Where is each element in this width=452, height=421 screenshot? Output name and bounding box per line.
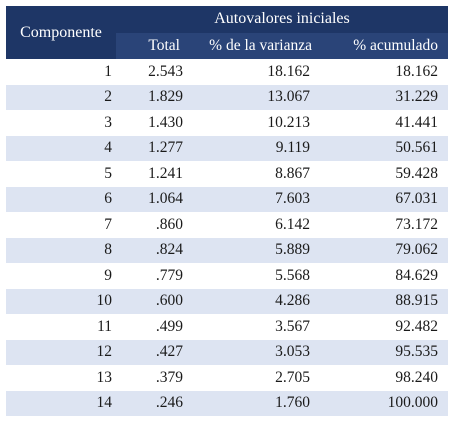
table-row: 3 1.430 10.213 41.441 [6,110,448,136]
cell-component: 3 [104,113,112,131]
cell-variance: 3.567 [275,317,310,335]
cell-total: 1.241 [148,164,183,182]
cell-cumulative: 95.535 [320,339,448,365]
cell-component: 9 [104,266,112,284]
cell-variance: 18.162 [267,62,310,80]
cell-cumulative: 41.441 [395,113,438,131]
cell-variance: 5.889 [190,237,320,263]
cell-cumulative: 98.240 [395,368,438,386]
cell-total: .427 [116,339,190,365]
cell-variance: 5.568 [275,266,310,284]
cell-cumulative: 79.062 [320,237,448,263]
table-row: 13 .379 2.705 98.240 [6,365,448,391]
table-row: 8.824 5.889 79.062 [6,237,448,263]
cell-variance: 9.119 [190,135,320,161]
table-row: 12.427 3.053 95.535 [6,339,448,365]
eigenvalues-table: Componente Autovalores iniciales Total %… [6,6,448,416]
cell-variance: 6.142 [275,215,310,233]
cell-cumulative: 50.561 [320,135,448,161]
cell-total: .860 [155,215,183,233]
table-row: 6 1.064 7.603 67.031 [6,186,448,212]
table-row: 4 1.277 9.119 50.561 [6,135,448,161]
cell-cumulative: 18.162 [395,62,438,80]
cell-component: 7 [104,215,112,233]
cell-total: 1.430 [148,113,183,131]
cell-total: .600 [116,288,190,314]
column-header-cumulative-label: % acumulado [353,37,438,54]
table-row: 1 2.543 18.162 18.162 [6,59,448,85]
table-row: 10.600 4.286 88.915 [6,288,448,314]
cell-cumulative: 84.629 [395,266,438,284]
cell-variance: 1.760 [190,390,320,416]
cell-cumulative: 59.428 [395,164,438,182]
table-row: 14.246 1.760 100.000 [6,390,448,416]
cell-component: 12 [6,339,116,365]
cell-total: .379 [155,368,183,386]
cell-component: 13 [96,368,113,386]
cell-component: 14 [6,390,116,416]
cell-cumulative: 88.915 [320,288,448,314]
cell-component: 5 [104,164,112,182]
table-row: 2 1.829 13.067 31.229 [6,84,448,110]
cell-total: 2.543 [148,62,183,80]
table-row: 5 1.241 8.867 59.428 [6,161,448,187]
cell-total: 1.829 [116,84,190,110]
cell-component: 11 [97,317,112,335]
column-header-total-label: Total [148,37,180,54]
cell-cumulative: 31.229 [320,84,448,110]
cell-component: 8 [6,237,116,263]
cell-component: 10 [6,288,116,314]
cell-variance: 7.603 [190,186,320,212]
cell-variance: 2.705 [275,368,310,386]
cell-total: .499 [155,317,183,335]
group-header: Autovalores iniciales [116,6,448,33]
cell-total: 1.064 [116,186,190,212]
cell-cumulative: 73.172 [395,215,438,233]
cell-total: .779 [155,266,183,284]
cell-total: .824 [116,237,190,263]
column-header-cumulative: % acumulado [320,32,448,59]
table-body: 1 2.543 18.162 18.162 2 1.829 13.067 31.229 3 1.4… [6,59,448,416]
table-row: 9 .779 5.568 84.629 [6,263,448,289]
table-row: 7 .860 6.142 73.172 [6,212,448,238]
cell-variance: 4.286 [190,288,320,314]
table-row: 11 .499 3.567 92.482 [6,314,448,340]
table-header: Componente Autovalores iniciales Total %… [6,6,448,59]
cell-total: 1.277 [116,135,190,161]
column-header-variance-label: % de la varianza [209,37,312,54]
cell-component: 2 [6,84,116,110]
cell-variance: 8.867 [275,164,310,182]
component-header: Componente [6,6,116,59]
cell-component: 6 [6,186,116,212]
column-header-total: Total [116,32,190,59]
column-header-variance: % de la varianza [190,32,320,59]
cell-variance: 10.213 [267,113,310,131]
cell-cumulative: 67.031 [320,186,448,212]
cell-component: 4 [6,135,116,161]
cell-variance: 13.067 [190,84,320,110]
cell-total: .246 [116,390,190,416]
cell-cumulative: 100.000 [320,390,448,416]
cell-cumulative: 92.482 [395,317,438,335]
cell-component: 1 [104,62,112,80]
cell-variance: 3.053 [190,339,320,365]
